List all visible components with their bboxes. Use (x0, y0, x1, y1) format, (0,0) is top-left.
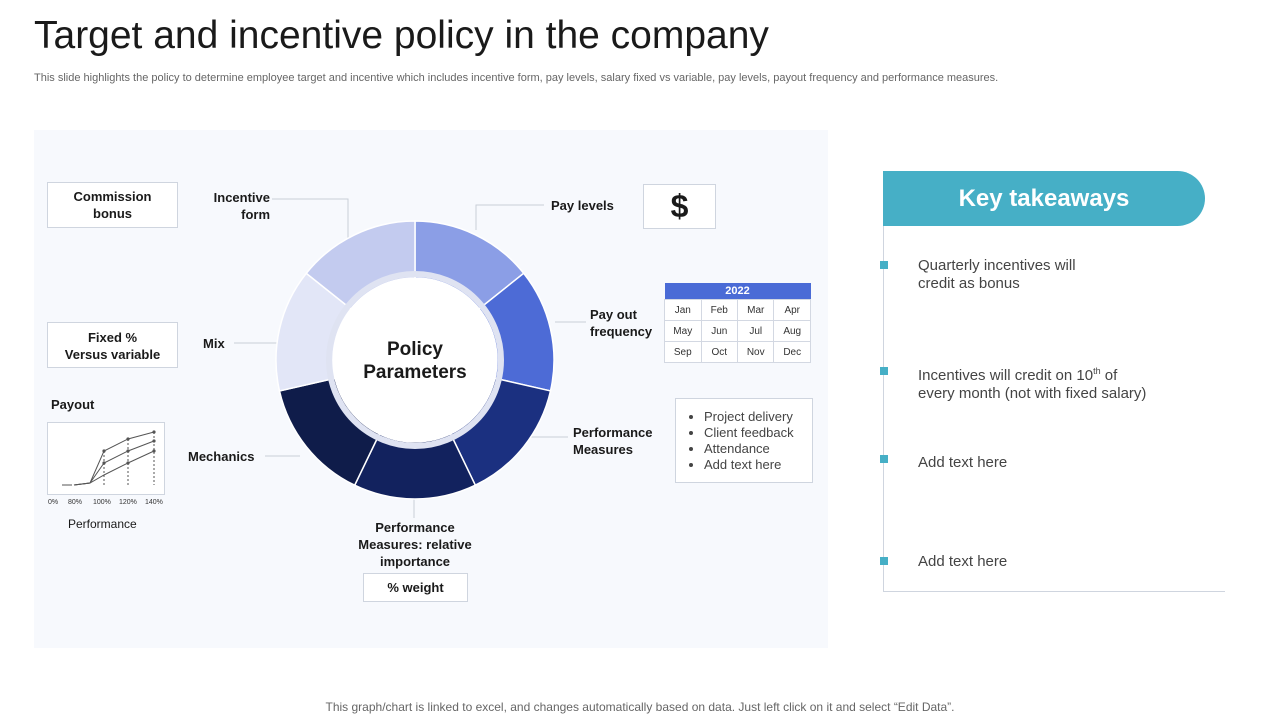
fixed-vs-variable-box: Fixed % Versus variable (47, 322, 178, 368)
payout-mini-chart (47, 422, 165, 495)
label-pay-levels: Pay levels (551, 198, 614, 213)
list-item: Attendance (704, 441, 812, 457)
calendar-month: Jul (736, 320, 775, 342)
center-label-line1: Policy (387, 339, 443, 360)
payout-calendar: 2022 Jan Feb Mar Apr May Jun Jul Aug Sep… (664, 283, 811, 363)
center-label-line2: Parameters (363, 362, 467, 383)
calendar-month: Nov (736, 341, 775, 363)
line-pay-levels (475, 204, 544, 230)
page-subtitle: This slide highlights the policy to dete… (34, 72, 999, 84)
list-item: Project delivery (704, 409, 812, 425)
label-incentive-form: Incentive form (213, 190, 270, 222)
payout-tick-label: 80% (68, 499, 83, 506)
takeaway-item-2: Incentives will credit on 10th of every … (918, 366, 1147, 402)
commission-bonus-box: Commission bonus (47, 182, 178, 228)
donut-center (333, 278, 497, 442)
calendar-month: Aug (773, 320, 811, 342)
weight-box: % weight (363, 573, 468, 602)
donut-inner-ring (326, 271, 504, 449)
calendar-month: Mar (736, 299, 775, 321)
takeaway-item-4: Add text here (918, 553, 1008, 570)
bullet-square-icon (880, 455, 888, 463)
takeaway-item-1: Quarterly incentives will credit as bonu… (918, 257, 1076, 292)
label-payout: Payout (51, 397, 95, 412)
calendar-month: Apr (773, 299, 811, 321)
label-pay-out-frequency: Pay out frequency (590, 307, 653, 339)
label-relative-importance: Performance Measures: relative importanc… (358, 520, 472, 569)
takeaways-bottom-line (883, 591, 1225, 592)
footer-note: This graph/chart is linked to excel, and… (325, 700, 955, 714)
calendar-month: Sep (664, 341, 702, 363)
label-mechanics: Mechanics (188, 449, 255, 464)
bullet-square-icon (880, 261, 888, 269)
payout-curve-graphic (62, 430, 156, 486)
calendar-month: Oct (700, 341, 738, 363)
performance-measures-list-box: Project delivery Client feedback Attenda… (675, 398, 813, 483)
label-mix: Mix (203, 336, 225, 351)
calendar-month: Jun (700, 320, 738, 342)
calendar-month: Feb (700, 299, 738, 321)
payout-tick-label: 100% (93, 499, 111, 506)
label-performance-measures: Performance Measures (573, 425, 653, 457)
payout-tick-label: 120% (119, 499, 137, 506)
payout-tick-label: 140% (145, 499, 163, 506)
policy-donut-chart: Policy Parameters (275, 220, 555, 500)
label-performance-axis: Performance (68, 517, 137, 531)
takeaway-item-3: Add text here (918, 454, 1008, 471)
list-item: Add text here (704, 457, 812, 473)
calendar-month: May (664, 320, 702, 342)
calendar-year: 2022 (664, 283, 811, 300)
bullet-square-icon (880, 557, 888, 565)
payout-tick-label: 0% (48, 499, 59, 506)
key-takeaways-header: Key takeaways (883, 171, 1205, 226)
bullet-square-icon (880, 367, 888, 375)
dollar-icon: $ (643, 184, 716, 229)
list-item: Client feedback (704, 425, 812, 441)
calendar-month: Jan (664, 299, 702, 321)
page-title: Target and incentive policy in the compa… (34, 14, 769, 57)
line-incentive-form (272, 198, 349, 240)
calendar-month: Dec (773, 341, 811, 363)
takeaways-vertical-line (883, 226, 884, 591)
